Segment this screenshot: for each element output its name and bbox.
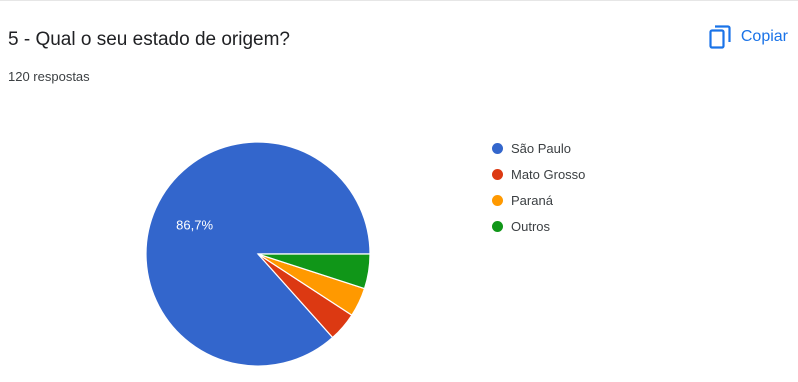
legend-swatch bbox=[492, 168, 503, 180]
legend-item[interactable]: Paraná bbox=[492, 187, 585, 213]
copy-button-label: Copiar bbox=[740, 28, 788, 45]
legend-swatch bbox=[492, 142, 503, 154]
pie-chart: 86,7% bbox=[130, 126, 390, 382]
legend-item[interactable]: Mato Grosso bbox=[492, 161, 585, 187]
legend-item[interactable]: São Paulo bbox=[492, 135, 585, 161]
legend-swatch bbox=[492, 194, 503, 206]
copy-icon bbox=[709, 25, 731, 49]
pie-chart-svg: 86,7% bbox=[145, 141, 371, 367]
legend-label: Outros bbox=[511, 218, 551, 234]
question-title: 5 - Qual o seu estado de origem? bbox=[8, 29, 291, 50]
response-count: 120 respostas bbox=[8, 69, 90, 84]
legend-swatch bbox=[492, 220, 503, 232]
legend-item[interactable]: Outros bbox=[492, 213, 585, 239]
slice-label: 86,7% bbox=[176, 218, 213, 233]
legend-label: São Paulo bbox=[511, 140, 571, 156]
legend-label: Paraná bbox=[511, 192, 553, 208]
legend-label: Mato Grosso bbox=[511, 166, 586, 182]
copy-button[interactable]: Copiar bbox=[709, 25, 788, 49]
chart-legend: São Paulo Mato Grosso Paraná Outros bbox=[492, 135, 585, 239]
pie-slice-outros[interactable] bbox=[257, 253, 371, 290]
